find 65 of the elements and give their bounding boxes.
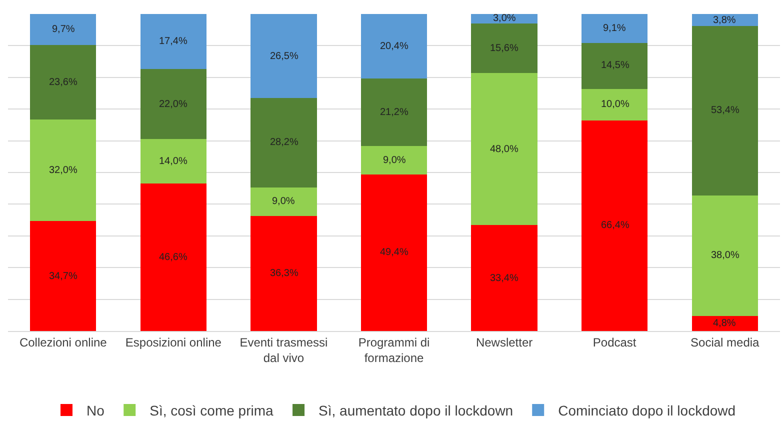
- data-label: 53,4%: [711, 105, 740, 116]
- legend-label: Cominciato dopo il lockdowd: [558, 402, 736, 418]
- data-label: 49,4%: [380, 247, 408, 258]
- data-label: 38,0%: [711, 250, 740, 261]
- x-tick-label: Newsletter: [476, 335, 533, 350]
- bar: [30, 120, 96, 221]
- bar: [692, 195, 758, 316]
- data-label: 3,0%: [493, 13, 516, 24]
- data-label: 3,8%: [713, 15, 736, 26]
- bar: [692, 316, 758, 331]
- bar: [581, 42, 648, 89]
- x-tick-label: Eventi trasmessi dal vivo: [240, 335, 328, 365]
- x-tick-label: Collezioni online: [19, 335, 108, 350]
- x-tick-label: Social media: [690, 335, 760, 350]
- legend-label: Sì, così come prima: [150, 402, 274, 418]
- x-tick-label: Programmi di formazione: [358, 335, 430, 365]
- bar: [360, 174, 428, 331]
- bar: [140, 69, 207, 139]
- data-label: 46,6%: [159, 252, 188, 263]
- bar: [581, 120, 648, 331]
- x-tick-label: Esposizioni online: [125, 335, 222, 350]
- bar: [692, 26, 758, 196]
- data-label: 9,7%: [52, 24, 75, 35]
- bar: [30, 221, 96, 331]
- data-label: 33,4%: [490, 273, 518, 284]
- data-label: 36,3%: [270, 268, 298, 279]
- bar: [140, 138, 207, 184]
- data-label: 48,0%: [490, 144, 518, 155]
- data-label: 28,2%: [270, 137, 298, 148]
- bar: [250, 187, 317, 216]
- bar: [140, 183, 207, 331]
- data-label: 14,5%: [601, 60, 630, 71]
- bar: [360, 78, 428, 146]
- data-label: 21,2%: [380, 107, 408, 118]
- bar: [471, 225, 538, 331]
- bar: [140, 14, 207, 70]
- data-label: 34,7%: [49, 271, 78, 282]
- data-label: 20,4%: [380, 41, 408, 52]
- bar: [471, 24, 538, 73]
- x-tick-label: Podcast: [592, 335, 637, 350]
- bar: [581, 88, 648, 121]
- bar: [30, 14, 96, 45]
- bar: [471, 72, 538, 226]
- bar: [250, 14, 317, 98]
- data-label: 66,4%: [601, 220, 630, 231]
- data-label: 9,0%: [383, 155, 406, 166]
- legend-label: No: [86, 402, 105, 418]
- data-label: 23,6%: [49, 77, 78, 88]
- legend-label: Sì, aumentato dopo il lockdown: [318, 402, 514, 418]
- data-label: 9,0%: [272, 196, 295, 207]
- bar: [581, 14, 648, 43]
- data-label: 4,8%: [713, 318, 736, 329]
- data-label: 15,6%: [490, 43, 518, 54]
- bar: [360, 146, 428, 174]
- data-label: 22,0%: [159, 99, 188, 110]
- bar: [250, 98, 317, 188]
- bar: [30, 44, 96, 120]
- data-label: 26,5%: [270, 51, 298, 62]
- data-label: 32,0%: [49, 165, 78, 176]
- data-label: 9,1%: [603, 23, 626, 34]
- data-label: 17,4%: [159, 36, 188, 47]
- data-label: 10,0%: [601, 99, 630, 110]
- bar: [360, 14, 428, 79]
- data-label: 14,0%: [159, 156, 188, 167]
- bar: [250, 216, 317, 331]
